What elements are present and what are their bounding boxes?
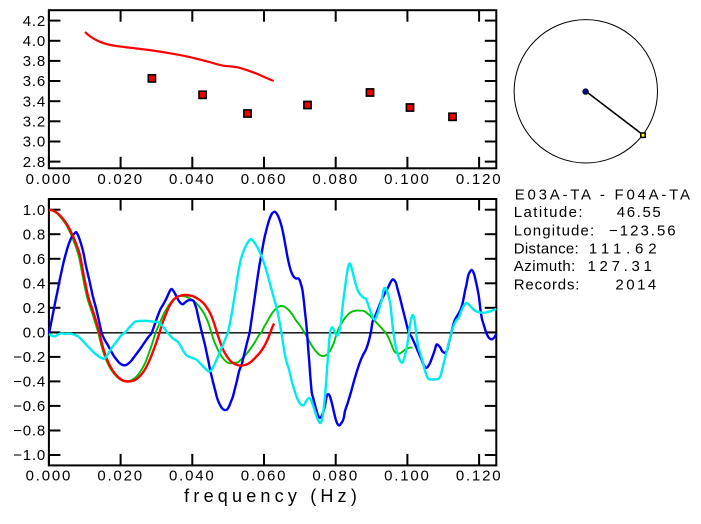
svg-text:4.0: 4.0 — [23, 33, 46, 50]
svg-text:0.4: 0.4 — [23, 276, 46, 293]
svg-text:0.120: 0.120 — [456, 468, 503, 485]
svg-text:0.040: 0.040 — [169, 171, 216, 188]
svg-text:0.100: 0.100 — [384, 171, 431, 188]
svg-text:0.120: 0.120 — [456, 171, 503, 188]
svg-text:Longitude:: Longitude: — [514, 222, 596, 239]
svg-text:3.8: 3.8 — [23, 53, 46, 70]
svg-text:3.0: 3.0 — [23, 134, 46, 151]
svg-text:3.6: 3.6 — [23, 73, 46, 90]
svg-text:4.2: 4.2 — [23, 13, 46, 30]
svg-text:0.080: 0.080 — [312, 171, 359, 188]
svg-text:0.6: 0.6 — [23, 251, 46, 268]
svg-text:0.020: 0.020 — [97, 171, 144, 188]
svg-text:2.8: 2.8 — [23, 154, 46, 171]
svg-text:0.2: 0.2 — [23, 300, 46, 317]
svg-text:−0.6: −0.6 — [13, 398, 46, 415]
svg-text:111.62: 111.62 — [589, 240, 661, 257]
svg-text:−1.0: −1.0 — [13, 447, 46, 464]
svg-text:3.4: 3.4 — [23, 93, 46, 110]
svg-text:3.2: 3.2 — [23, 114, 46, 131]
svg-text:frequency (Hz): frequency (Hz) — [184, 486, 361, 506]
svg-text:0.020: 0.020 — [97, 468, 144, 485]
svg-text:0.100: 0.100 — [384, 468, 431, 485]
svg-text:−0.8: −0.8 — [13, 423, 46, 440]
svg-text:Latitude:: Latitude: — [514, 204, 584, 221]
svg-text:0.080: 0.080 — [312, 468, 359, 485]
svg-text:−0.2: −0.2 — [13, 349, 46, 366]
svg-text:−0.4: −0.4 — [13, 374, 46, 391]
svg-text:−123.56: −123.56 — [609, 222, 678, 239]
svg-text:Distance:: Distance: — [514, 240, 579, 257]
svg-text:0.040: 0.040 — [169, 468, 216, 485]
svg-text:2014: 2014 — [615, 276, 658, 293]
svg-text:0.060: 0.060 — [241, 171, 288, 188]
svg-text:0.060: 0.060 — [241, 468, 288, 485]
svg-text:0.8: 0.8 — [23, 226, 46, 243]
svg-text:E03A-TA - F04A-TA: E03A-TA - F04A-TA — [515, 187, 693, 204]
svg-text:0.0: 0.0 — [23, 325, 46, 342]
svg-text:Records:: Records: — [514, 276, 580, 293]
svg-text:46.55: 46.55 — [617, 204, 663, 221]
svg-text:127.31: 127.31 — [588, 258, 656, 275]
svg-text:1.0: 1.0 — [23, 202, 46, 219]
svg-text:0.000: 0.000 — [26, 171, 73, 188]
svg-text:Azimuth:: Azimuth: — [514, 258, 576, 275]
svg-text:0.000: 0.000 — [26, 468, 73, 485]
